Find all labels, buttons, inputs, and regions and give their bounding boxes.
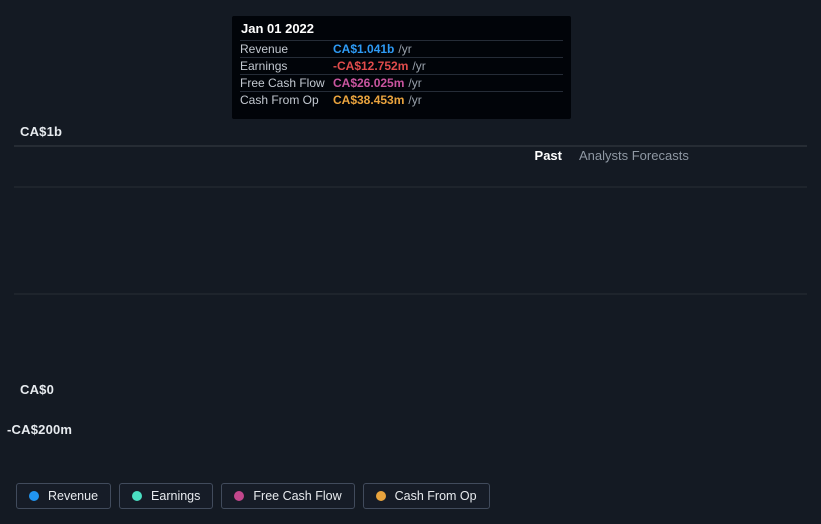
legend-item-cash-from-op[interactable]: Cash From Op bbox=[362, 483, 490, 509]
past-zone-label: Past bbox=[534, 148, 562, 163]
tooltip-row-free-cash-flow: Free Cash Flow CA$26.025m /yr bbox=[240, 74, 563, 91]
forecast-zone-label: Analysts Forecasts bbox=[579, 148, 689, 163]
y-axis-label-zero: CA$0 bbox=[20, 382, 55, 397]
legend: Revenue Earnings Free Cash Flow Cash Fro… bbox=[16, 483, 490, 509]
legend-item-revenue[interactable]: Revenue bbox=[16, 483, 112, 509]
tooltip-row-earnings: Earnings -CA$12.752m /yr bbox=[240, 57, 563, 74]
y-axis-label-neg200m: -CA$200m bbox=[7, 422, 73, 437]
tooltip-row-cash-from-op: Cash From Op CA$38.453m /yr bbox=[240, 91, 563, 108]
cash-from-op-dot-icon bbox=[375, 491, 386, 501]
free-cash-flow-dot-icon bbox=[234, 491, 245, 501]
tooltip-row-revenue: Revenue CA$1.041b /yr bbox=[240, 40, 563, 57]
revenue-dot-icon bbox=[29, 491, 39, 501]
tooltip-date: Jan 01 2022 bbox=[241, 21, 315, 36]
hover-tooltip: Jan 01 2022 Revenue CA$1.041b /yr Earnin… bbox=[232, 16, 571, 119]
legend-item-free-cash-flow[interactable]: Free Cash Flow bbox=[221, 483, 355, 509]
y-axis-label-1b: CA$1b bbox=[20, 124, 63, 139]
legend-item-earnings[interactable]: Earnings bbox=[119, 483, 214, 509]
earnings-dot-icon bbox=[132, 491, 143, 501]
